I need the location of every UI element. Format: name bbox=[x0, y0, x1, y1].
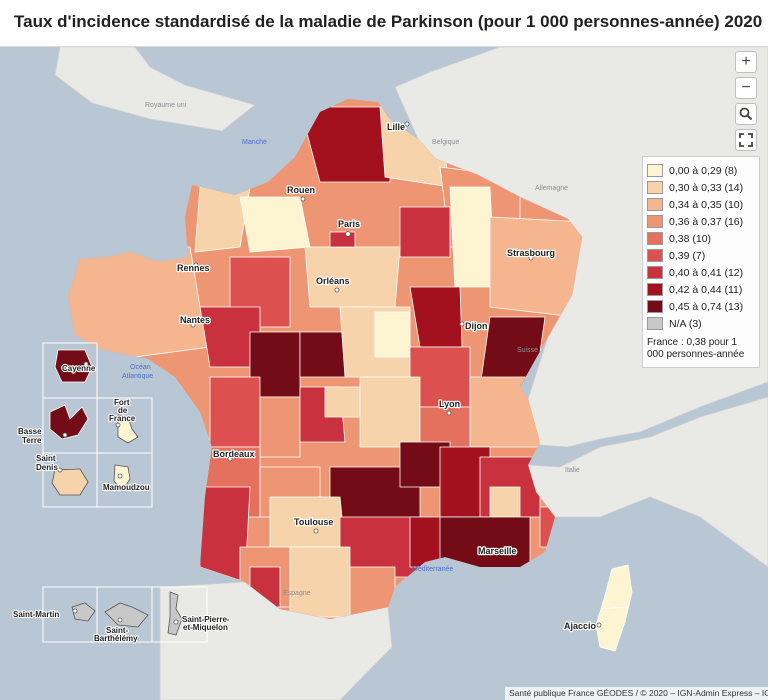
legend-item: 0,00 à 0,29 (8) bbox=[647, 162, 755, 179]
map-area[interactable]: Royaume uni Belgique Allemagne Suisse It… bbox=[0, 47, 768, 700]
city-label-marseille: Marseille bbox=[478, 546, 517, 556]
map-title: Taux d'incidence standardisé de la malad… bbox=[14, 12, 763, 31]
attribution-text: Santé publique France GÉODES / © 2020 – … bbox=[505, 687, 768, 700]
sea-label-atlantic-line1: Océan bbox=[130, 364, 151, 371]
legend-item: 0,30 à 0,33 (14) bbox=[647, 179, 755, 196]
inset-label-cayenne: Cayenne bbox=[62, 364, 96, 373]
country-label-spain: Espagne bbox=[283, 590, 311, 597]
legend-item: 0,42 à 0,44 (11) bbox=[647, 281, 755, 298]
inset-label-saint-denis-line1: Saint bbox=[36, 454, 56, 463]
inset-label-saint-denis-line2: Denis bbox=[36, 463, 58, 472]
legend-swatch bbox=[647, 266, 663, 279]
legend-swatch bbox=[647, 300, 663, 313]
country-label-germany: Allemagne bbox=[535, 185, 568, 192]
city-label-rouen: Rouen bbox=[287, 185, 315, 195]
legend-label: 0,34 à 0,35 (10) bbox=[669, 198, 744, 211]
fullscreen-button[interactable] bbox=[735, 129, 757, 151]
inset-label-saint-martin: Saint-Martin bbox=[13, 610, 59, 619]
country-label-switzerland: Suisse bbox=[517, 347, 538, 354]
legend-swatch bbox=[647, 232, 663, 245]
search-button[interactable] bbox=[735, 103, 757, 125]
sea-label-channel: Manche bbox=[242, 139, 267, 146]
fullscreen-icon bbox=[739, 133, 753, 147]
inset-label-basse-terre-line1: Basse bbox=[18, 427, 42, 436]
inset-label-mamoudzou: Mamoudzou bbox=[103, 483, 150, 492]
sea-label-atlantic-line2: Atlantique bbox=[122, 373, 153, 380]
legend-item: 0,38 (10) bbox=[647, 230, 755, 247]
legend-label: 0,45 à 0,74 (13) bbox=[669, 300, 744, 313]
country-label-italy: Italie bbox=[565, 467, 580, 474]
map-legend: 0,00 à 0,29 (8) 0,30 à 0,33 (14) 0,34 à … bbox=[642, 156, 760, 368]
inset-label-fort-de-france-line1: Fort bbox=[114, 398, 130, 407]
city-label-dijon: Dijon bbox=[465, 321, 488, 331]
city-label-orleans: Orléans bbox=[316, 276, 350, 286]
legend-item: 0,34 à 0,35 (10) bbox=[647, 196, 755, 213]
city-label-paris: Paris bbox=[338, 219, 360, 229]
city-markers bbox=[57, 121, 602, 628]
choropleth-map[interactable]: Royaume uni Belgique Allemagne Suisse It… bbox=[0, 47, 768, 700]
city-label-strasbourg: Strasbourg bbox=[507, 248, 555, 258]
legend-swatch bbox=[647, 164, 663, 177]
city-label-lille: Lille bbox=[387, 122, 405, 132]
legend-label: 0,30 à 0,33 (14) bbox=[669, 181, 744, 194]
legend-label: 0,39 (7) bbox=[669, 249, 706, 262]
inset-label-saint-barthelemy-line2: Barthélémy bbox=[94, 634, 138, 643]
legend-label: 0,42 à 0,44 (11) bbox=[669, 283, 743, 296]
legend-swatch bbox=[647, 317, 663, 330]
country-label-belgium: Belgique bbox=[432, 139, 459, 146]
inset-label-fort-de-france-line3: France bbox=[109, 414, 136, 423]
search-icon bbox=[739, 107, 753, 121]
legend-label: 0,36 à 0,37 (16) bbox=[669, 215, 744, 228]
legend-item: 0,36 à 0,37 (16) bbox=[647, 213, 755, 230]
legend-item: 0,40 à 0,41 (12) bbox=[647, 264, 755, 281]
zoom-in-button[interactable]: + bbox=[735, 51, 757, 73]
city-label-bordeaux: Bordeaux bbox=[213, 449, 255, 459]
plus-icon: + bbox=[741, 53, 751, 70]
inset-label-saint-barthelemy-line1: Saint- bbox=[106, 626, 129, 635]
legend-label: N/A (3) bbox=[669, 317, 702, 330]
inset-label-saint-pierre-line2: et-Miquelon bbox=[183, 623, 228, 632]
inset-label-saint-pierre-line1: Saint-Pierre- bbox=[182, 615, 230, 624]
title-bar: Taux d'incidence standardisé de la malad… bbox=[0, 0, 768, 47]
legend-swatch bbox=[647, 181, 663, 194]
legend-swatch bbox=[647, 283, 663, 296]
legend-swatch bbox=[647, 249, 663, 262]
inset-label-fort-de-france-line2: de bbox=[118, 406, 128, 415]
legend-swatch bbox=[647, 215, 663, 228]
legend-label: 0,00 à 0,29 (8) bbox=[669, 164, 738, 177]
legend-label: 0,38 (10) bbox=[669, 232, 712, 245]
legend-item: 0,45 à 0,74 (13) bbox=[647, 298, 755, 315]
legend-national-rate: France : 0,38 pour 1 000 personnes-année bbox=[647, 337, 745, 360]
country-label-uk: Royaume uni bbox=[145, 102, 187, 109]
legend-item: N/A (3) bbox=[647, 315, 755, 332]
sea-label-mediterranean: Méditerranée bbox=[412, 566, 453, 573]
zoom-out-button[interactable]: − bbox=[735, 77, 757, 99]
inset-label-basse-terre-line2: Terre bbox=[22, 436, 42, 445]
city-label-ajaccio: Ajaccio bbox=[564, 621, 597, 631]
city-label-rennes: Rennes bbox=[177, 263, 210, 273]
legend-item: 0,39 (7) bbox=[647, 247, 755, 264]
legend-label: 0,40 à 0,41 (12) bbox=[669, 266, 744, 279]
minus-icon: − bbox=[741, 79, 751, 96]
city-label-toulouse: Toulouse bbox=[294, 517, 333, 527]
city-label-lyon: Lyon bbox=[439, 399, 460, 409]
map-controls: + − bbox=[735, 51, 757, 155]
legend-swatch bbox=[647, 198, 663, 211]
city-label-nantes: Nantes bbox=[180, 315, 210, 325]
